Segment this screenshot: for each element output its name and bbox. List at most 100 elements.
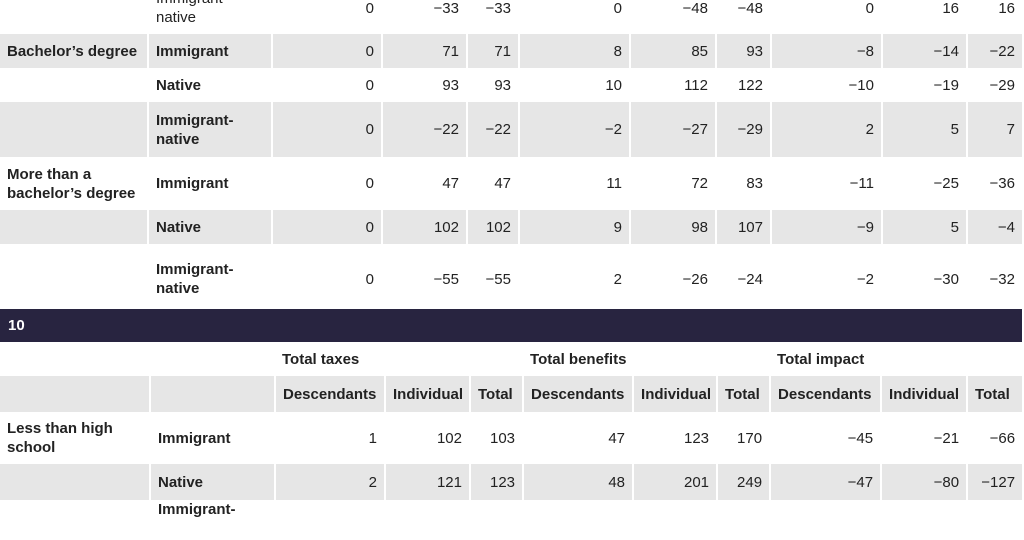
table-cell: −2	[518, 102, 630, 157]
table-row: Immigrant-native 0 −55 −55 2 −26 −24 −2 −30 −32	[0, 244, 1022, 314]
table-cell: 47	[381, 157, 467, 210]
table-cell: −33	[466, 0, 519, 34]
table-row: Native 2 121 123 48 201 249 −47 −80 −127	[0, 464, 1023, 500]
table-cell: 16	[881, 0, 967, 34]
table-cell: −11	[770, 157, 882, 210]
table-cell: 16	[966, 0, 1022, 34]
row-type-label: Immigrant-native	[147, 102, 272, 157]
table-cell: −30	[881, 244, 967, 314]
section-header-bar: 10	[0, 309, 1022, 342]
table-cell: −4	[966, 210, 1022, 244]
table-cell: 71	[466, 34, 519, 68]
table-cell: 170	[716, 412, 771, 464]
row-group-label: Bachelor’s degree	[0, 34, 148, 68]
row-type-label: Immigrant	[147, 34, 272, 68]
row-group-label	[0, 0, 148, 34]
table-cell: −66	[966, 412, 1023, 464]
table-cell: 11	[518, 157, 630, 210]
table-cell: −80	[880, 464, 968, 500]
row-group-label: More than a bachelor’s degree	[0, 157, 148, 210]
table-cell	[632, 500, 718, 540]
table-cell: 2	[770, 102, 882, 157]
table-cell: −22	[466, 102, 519, 157]
table-cell: −55	[466, 244, 519, 314]
table-row: Native 0 102 102 9 98 107 −9 5 −4	[0, 210, 1022, 244]
table-cell: 107	[715, 210, 771, 244]
group-header-total-taxes: Total taxes	[275, 342, 524, 376]
row-type-label: Immigrant-native	[147, 0, 272, 34]
column-header: Total	[468, 376, 524, 412]
row-group-label	[0, 210, 148, 244]
table-cell: 10	[518, 68, 630, 102]
header-blank	[150, 342, 275, 376]
table-cell: −48	[629, 0, 716, 34]
table-cell	[274, 500, 385, 540]
table-cell: −29	[715, 102, 771, 157]
row-group-label	[0, 102, 148, 157]
row-type-label: Native	[149, 464, 275, 500]
table-cell: 93	[466, 68, 519, 102]
group-header-total-benefits: Total benefits	[523, 342, 771, 376]
table-cell: −22	[966, 34, 1022, 68]
row-type-label: Immigrant-native	[147, 244, 272, 314]
table-cell: −14	[881, 34, 967, 68]
table-cell: 2	[274, 464, 385, 500]
table-cell: 0	[271, 0, 382, 34]
table-cell: 48	[522, 464, 634, 500]
column-header: Descendants	[522, 376, 634, 412]
header-blank	[0, 342, 150, 376]
table-cell: 201	[632, 464, 718, 500]
data-table-lower: Total taxes Total benefits Total impact …	[0, 342, 1023, 540]
table-cell: 122	[715, 68, 771, 102]
table-cell	[966, 500, 1023, 540]
table-cell: 0	[271, 157, 382, 210]
table-cell: 102	[384, 412, 470, 464]
table-cell: 112	[629, 68, 716, 102]
table-cell	[880, 500, 968, 540]
row-group-label: Less than high school	[0, 412, 150, 464]
table-cell: 85	[629, 34, 716, 68]
row-type-label: Immigrant	[147, 157, 272, 210]
table-cell: −55	[381, 244, 467, 314]
table-cell: 93	[715, 34, 771, 68]
column-header: Individual	[384, 376, 470, 412]
table-cell: 2	[518, 244, 630, 314]
header-blank	[0, 376, 150, 412]
row-group-label	[0, 500, 150, 540]
table-cell: 102	[381, 210, 467, 244]
row-type-label: Native	[147, 68, 272, 102]
header-blank	[149, 376, 275, 412]
table-cell: 0	[271, 102, 382, 157]
table-cell: −29	[966, 68, 1022, 102]
table-cell: 103	[468, 412, 524, 464]
table-cell: 8	[518, 34, 630, 68]
row-type-label: Immigrant	[149, 412, 275, 464]
table-row: Immigrant-native 0 −22 −22 −2 −27 −29 2 5 7	[0, 102, 1022, 157]
table-cell: 71	[381, 34, 467, 68]
table-cell: 123	[632, 412, 718, 464]
table-cell: 1	[274, 412, 385, 464]
row-group-label	[0, 244, 148, 314]
table-cell: −33	[381, 0, 467, 34]
column-header: Descendants	[274, 376, 385, 412]
table-cell: 123	[468, 464, 524, 500]
table-row: Native 0 93 93 10 112 122 −10 −19 −29	[0, 68, 1022, 102]
table-cell: 9	[518, 210, 630, 244]
table-cell: 72	[629, 157, 716, 210]
table-cell	[716, 500, 771, 540]
table-cell: 0	[271, 34, 382, 68]
table-cell: −32	[966, 244, 1022, 314]
table-cell: 121	[384, 464, 470, 500]
table-cell: −48	[715, 0, 771, 34]
table-cell: 0	[271, 244, 382, 314]
table-cell: −9	[770, 210, 882, 244]
table-cell: −24	[715, 244, 771, 314]
table-cell: 83	[715, 157, 771, 210]
table-cell: −26	[629, 244, 716, 314]
table-cell: −22	[381, 102, 467, 157]
table-cell: −10	[770, 68, 882, 102]
table-cell: 5	[881, 210, 967, 244]
table-cell: −47	[769, 464, 882, 500]
row-group-label	[0, 68, 148, 102]
